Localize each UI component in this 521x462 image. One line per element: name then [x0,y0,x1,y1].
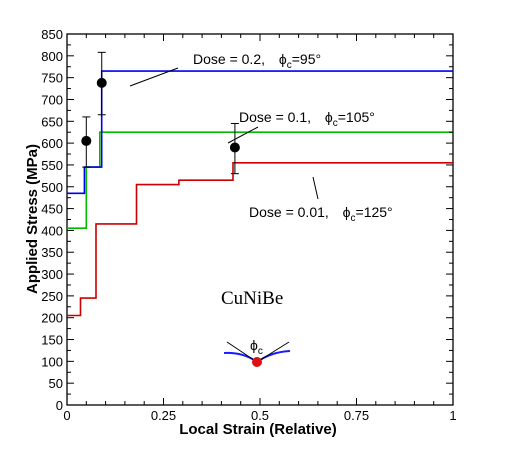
y-tick-label: 700 [41,92,63,107]
y-tick-label: 150 [41,333,63,348]
y-tick-label: 450 [41,202,63,217]
leader-dose-0-1 [227,126,259,144]
series-layer [67,70,453,317]
y-tick-label: 650 [41,114,63,129]
x-tick-label: 0.25 [151,408,176,423]
y-tick-label: 250 [41,289,63,304]
leader-dose-0-01 [312,176,319,200]
annotation-dose-0-01-phi: ϕ [343,204,351,220]
annotation-dose-0-01-angle: 125° [364,204,393,220]
annotation-dose-0-1-angle: 105° [346,109,375,125]
sample-label: CuNiBe [221,288,283,309]
y-tick-label: 400 [41,223,63,238]
y-tick-label: 600 [41,136,63,151]
annotation-dose-0-1-phi: ϕ [325,109,333,125]
annotation-dose-0-2-text: Dose = 0.2, [193,51,265,67]
x-tick-label: 0.75 [344,408,369,423]
leader-dose-0-2 [129,67,179,87]
annotation-dose-0-2-eq: = [292,51,300,67]
annotation-dose-0-01-text: Dose = 0.01, [249,204,329,220]
annotation-dose-0-1-phi-sub: c [333,118,338,129]
annotation-dose-0-2-phi: ϕ [279,51,287,67]
annotation-dose-0-01-eq: = [356,204,364,220]
y-tick-label: 850 [41,27,63,42]
y-tick-label: 0 [56,398,63,413]
y-tick-label: 550 [41,158,63,173]
x-tick-label: 1 [449,408,456,423]
grain-boundary-inset: ϕc [223,337,291,367]
y-tick-label: 200 [41,311,63,326]
y-tick-label: 350 [41,245,63,260]
x-tick-label: 0 [63,408,70,423]
data-point-0 [81,135,92,146]
annotation-dose-0-2: Dose = 0.2, ϕc=95° [193,51,321,71]
inset-phi-label: ϕc [250,337,263,357]
annotation-dose-0-01-phi-sub: c [351,213,356,224]
annotation-dose-0-1-text: Dose = 0.1, [239,109,311,125]
y-tick-label: 800 [41,49,63,64]
inset-phi-sub: c [258,346,263,357]
y-axis-title: Applied Stress (MPa) [24,144,41,294]
annotation-dose-0-01: Dose = 0.01, ϕc=125° [249,204,393,224]
ticks-layer: 0 50 100 150 200 250 300 350 400 450 500 550 600 650 7… [41,27,456,423]
annotation-dose-0-2-angle: 95° [300,51,321,67]
y-tick-label: 50 [49,376,63,391]
annotation-dose-0-1-eq: = [338,109,346,125]
inset-phi-symbol: ϕ [250,337,258,353]
annotation-dose-0-1: Dose = 0.1, ϕc=105° [239,109,375,129]
inset-tangent-right [256,341,290,363]
inset-triple-point [252,357,262,367]
series-line-0 [67,162,453,317]
data-point-1 [96,77,107,88]
y-tick-label: 300 [41,267,63,282]
y-tick-label: 100 [41,354,63,369]
y-tick-label: 500 [41,180,63,195]
inset-tangent-left [226,341,258,363]
data-point-2 [229,142,240,153]
x-axis-title: Local Strain (Relative) [179,421,337,438]
x-tick-label: 0.5 [251,408,269,423]
inset-boundary-left [223,351,258,363]
annotation-dose-0-2-phi-sub: c [287,60,292,71]
points-layer [81,51,240,175]
y-tick-label: 750 [41,71,63,86]
